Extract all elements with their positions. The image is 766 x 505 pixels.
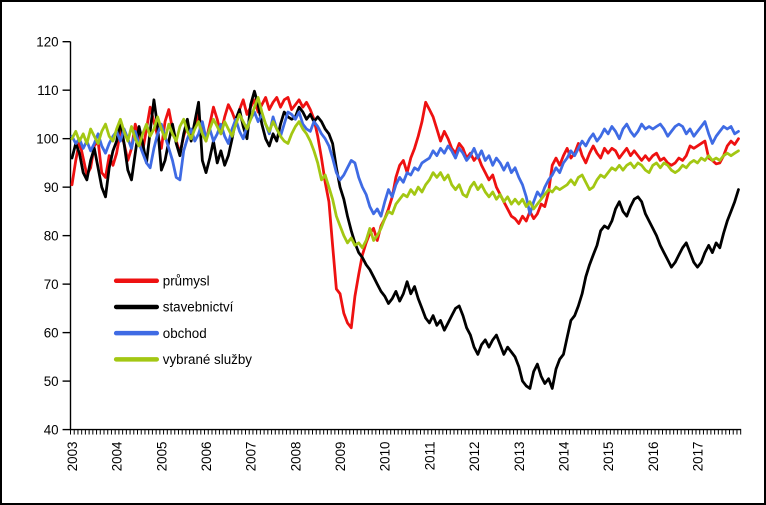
x-axis-label: 2010 [378, 441, 393, 471]
series-line-3 [70, 96, 740, 250]
x-axis-label: 2012 [467, 441, 482, 471]
axis-lines [69, 41, 742, 431]
series-line-2 [70, 110, 740, 218]
legend-label-3: vybrané služby [163, 352, 253, 367]
y-axis-label: 120 [36, 34, 58, 49]
x-axis-label: 2006 [199, 441, 214, 471]
legend-label-0: průmysl [163, 274, 210, 289]
x-axis-label: 2007 [244, 441, 259, 471]
x-axis-label: 2015 [601, 441, 616, 471]
y-axis-label: 110 [37, 83, 58, 98]
x-axis-label: 2016 [646, 441, 661, 471]
legend-label-1: stavebnictví [163, 300, 234, 315]
legend-label-2: obchod [163, 326, 207, 341]
y-axis-label: 60 [44, 325, 59, 340]
y-axis-label: 90 [44, 180, 59, 195]
x-axis-label: 2004 [110, 441, 125, 471]
x-axis-label: 2005 [154, 441, 169, 471]
series-line-1 [70, 89, 740, 390]
x-axis-label: 2014 [556, 441, 571, 471]
x-axis-label: 2017 [691, 441, 706, 471]
x-axis-label: 2011 [422, 441, 437, 470]
y-axis-label: 50 [44, 374, 59, 389]
x-axis-label: 2008 [288, 441, 303, 471]
y-axis-label: 100 [36, 131, 58, 146]
y-axis-label: 80 [44, 228, 59, 243]
y-axis-label: 40 [44, 422, 59, 437]
y-axis-label: 70 [44, 277, 59, 292]
x-axis-label: 2009 [333, 441, 348, 471]
x-axis-label: 2013 [512, 441, 527, 471]
x-axis-label: 2003 [65, 441, 80, 471]
